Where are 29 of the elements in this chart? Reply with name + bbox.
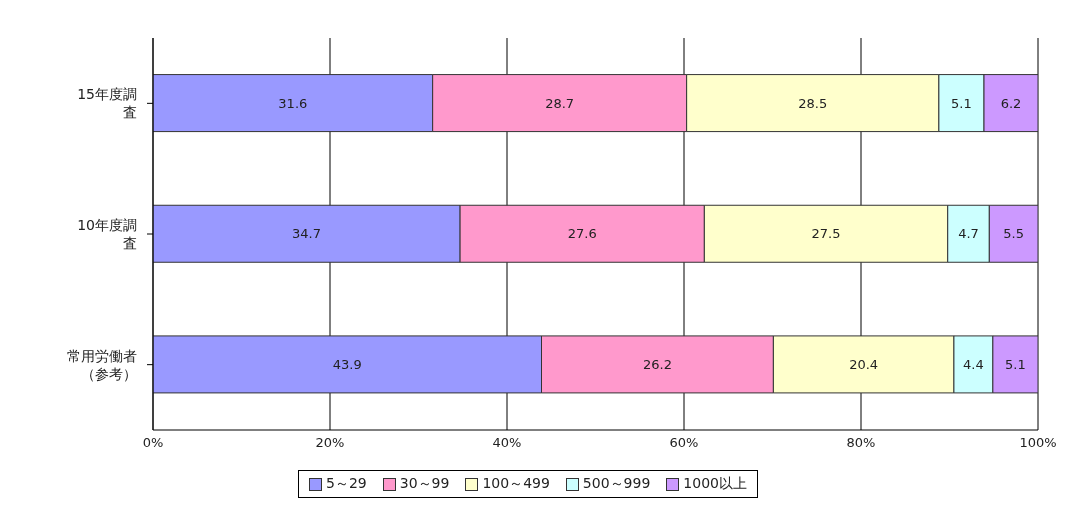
- data-label: 5.5: [1003, 226, 1025, 242]
- data-label: 4.4: [963, 357, 984, 373]
- legend-label: 30～99: [398, 475, 450, 493]
- y-tick-label: 15年度調査: [77, 86, 137, 121]
- x-tick-label: 40%: [492, 435, 522, 451]
- x-tick-label: 20%: [315, 435, 345, 451]
- data-label: 5.1: [951, 95, 972, 111]
- data-label: 34.7: [292, 226, 322, 242]
- y-tick-label: 10年度調査: [77, 217, 137, 251]
- legend-label: 100～499: [481, 475, 550, 493]
- legend-label: 5～29: [325, 475, 367, 493]
- data-label: 27.6: [567, 226, 597, 242]
- legend-label: 500～999: [581, 475, 651, 493]
- data-label: 26.2: [642, 357, 672, 373]
- data-label: 43.9: [332, 357, 362, 373]
- x-tick-label: 100%: [1019, 435, 1057, 451]
- data-label: 28.7: [545, 95, 575, 111]
- data-label: 4.7: [958, 226, 979, 242]
- data-label: 27.5: [811, 226, 841, 242]
- x-tick-label: 60%: [669, 435, 699, 451]
- data-label: 20.4: [849, 357, 879, 373]
- data-label: 31.6: [278, 95, 308, 111]
- y-tick-label: 常用労働者（参考）: [67, 347, 137, 382]
- x-tick-label: 0%: [142, 435, 164, 451]
- data-label: 6.2: [1000, 95, 1022, 111]
- x-tick-label: 80%: [846, 435, 876, 451]
- data-label: 5.1: [1005, 357, 1026, 373]
- data-label: 28.5: [798, 95, 828, 111]
- legend-label: 1000以上: [682, 475, 747, 493]
